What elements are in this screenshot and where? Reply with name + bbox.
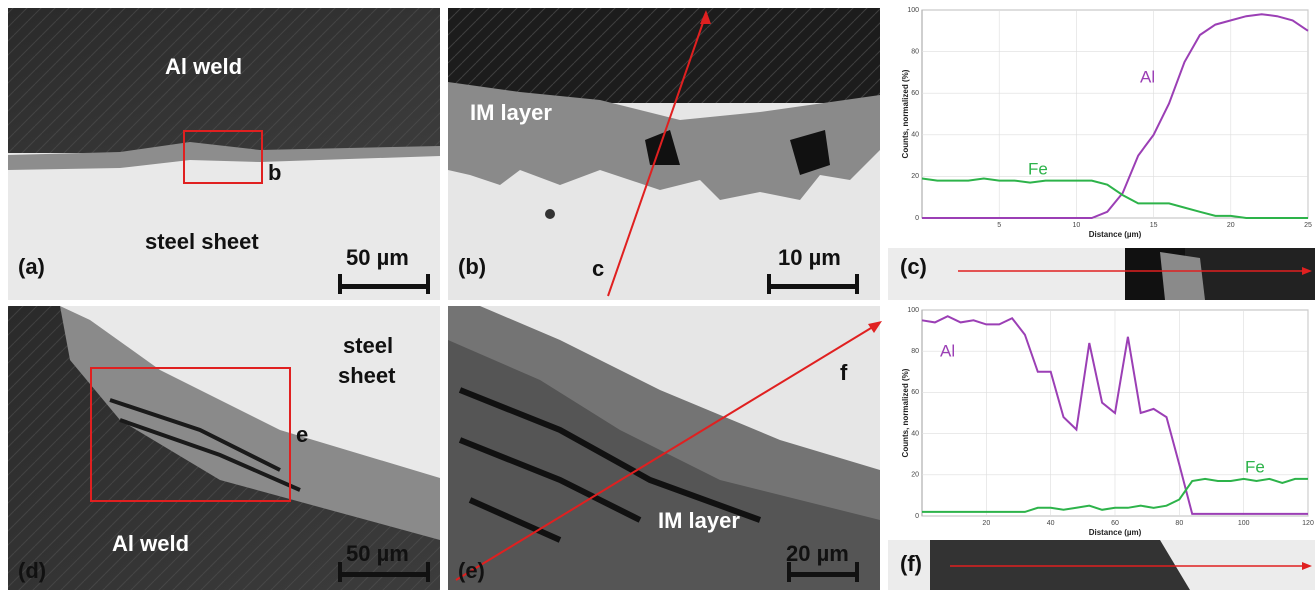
figure: Al weld steel sheet b 50 µm (a) IM layer… <box>0 0 1315 590</box>
region-label: Al weld <box>165 54 242 79</box>
panel-label: (f) <box>900 551 922 576</box>
x-tick-label: 20 <box>982 520 990 527</box>
scale-bar-label: 20 µm <box>786 541 849 566</box>
scale-bar-label: 50 µm <box>346 245 409 270</box>
scale-bar-label: 10 µm <box>778 245 841 270</box>
panel-label: (d) <box>18 558 46 583</box>
y-axis-label: Counts, normalized (%) <box>901 69 910 158</box>
x-axis-label: Distance (µm) <box>1089 230 1142 239</box>
region-label: Al weld <box>112 531 189 556</box>
y-tick-label: 20 <box>911 472 919 479</box>
x-tick-label: 15 <box>1150 222 1158 229</box>
arrow-label: c <box>592 256 604 281</box>
region-label: steel sheet <box>145 229 259 254</box>
x-tick-label: 80 <box>1175 520 1183 527</box>
panel-label: (c) <box>900 254 927 279</box>
scale-bar-label: 50 µm <box>346 541 409 566</box>
y-tick-label: 80 <box>911 48 919 55</box>
region-label: IM layer <box>470 100 552 125</box>
linescan-strip-c <box>888 248 1315 300</box>
x-tick-label: 60 <box>1111 520 1119 527</box>
series-label: Fe <box>1245 457 1265 476</box>
series-label: Al <box>1140 67 1155 86</box>
linescan-strip-f <box>888 540 1315 590</box>
y-tick-label: 60 <box>911 389 919 396</box>
y-tick-label: 60 <box>911 90 919 97</box>
arrow-label: f <box>840 360 848 385</box>
y-tick-label: 0 <box>915 513 919 520</box>
box-label: e <box>296 422 308 447</box>
region-label-line: sheet <box>338 363 396 388</box>
y-tick-label: 100 <box>907 7 919 14</box>
panel-label: (b) <box>458 254 486 279</box>
series-label: Al <box>940 341 955 360</box>
y-tick-label: 40 <box>911 132 919 139</box>
y-tick-label: 20 <box>911 173 919 180</box>
plot-area <box>922 10 1308 218</box>
y-tick-label: 80 <box>911 348 919 355</box>
x-tick-label: 120 <box>1302 520 1314 527</box>
series-label: Fe <box>1028 159 1048 178</box>
region-label-line: steel <box>343 333 393 358</box>
box-label: b <box>268 160 281 185</box>
x-tick-label: 10 <box>1073 222 1081 229</box>
x-tick-label: 5 <box>997 222 1001 229</box>
y-tick-label: 100 <box>907 307 919 314</box>
region-label: IM layer <box>658 508 740 533</box>
panel-label: (e) <box>458 558 485 583</box>
x-tick-label: 25 <box>1304 222 1312 229</box>
x-tick-label: 20 <box>1227 222 1235 229</box>
x-tick-label: 100 <box>1238 520 1250 527</box>
y-tick-label: 0 <box>915 215 919 222</box>
panel-label: (a) <box>18 254 45 279</box>
y-tick-label: 40 <box>911 430 919 437</box>
x-axis-label: Distance (µm) <box>1089 528 1142 537</box>
y-axis-label: Counts, normalized (%) <box>901 368 910 457</box>
x-tick-label: 40 <box>1047 520 1055 527</box>
